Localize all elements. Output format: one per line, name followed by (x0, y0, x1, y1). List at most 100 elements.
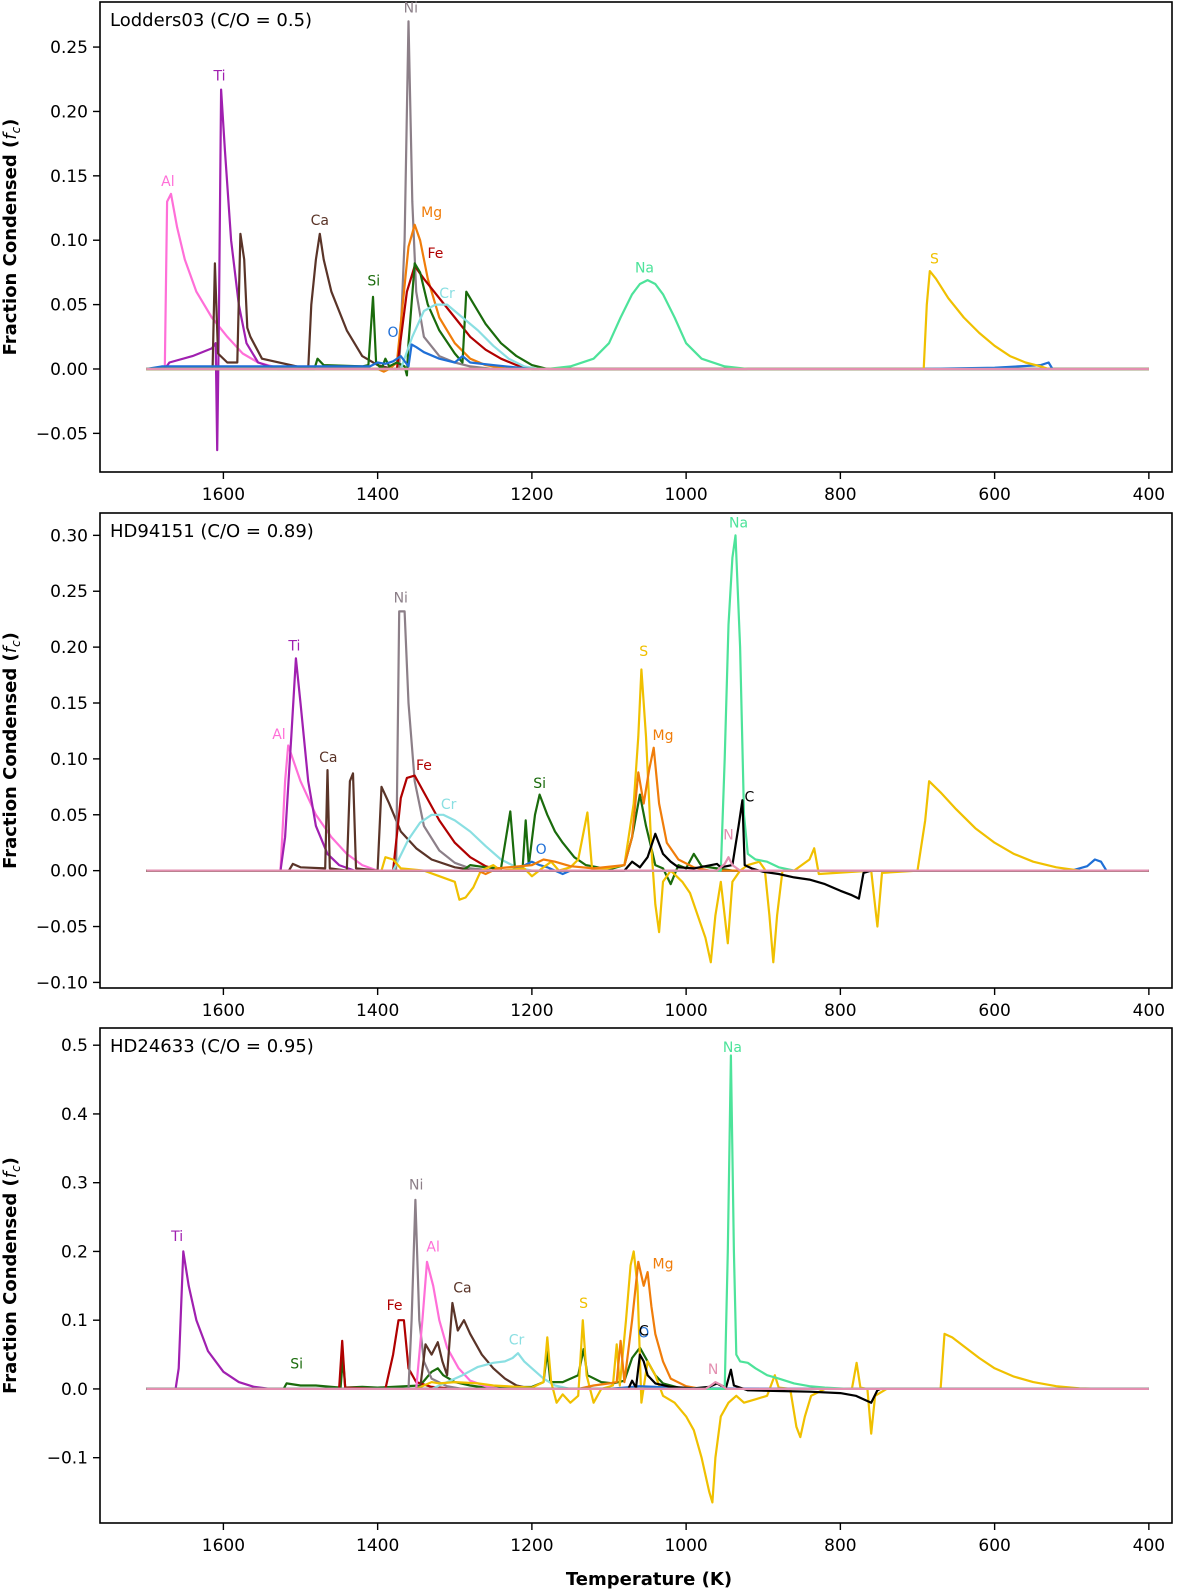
y-tick-label: 0.1 (61, 1311, 88, 1331)
series-line-na (146, 279, 1149, 371)
y-tick-label: 0.0 (61, 1380, 88, 1400)
panel-title: Lodders03 (C/O = 0.5) (110, 10, 312, 31)
series-line-s (146, 668, 1149, 964)
y-axis-label-sub: c (9, 126, 23, 133)
x-tick-label: 1000 (664, 485, 707, 505)
panel-3: 1600 1400 1200 1000 800 600 400 −0.1 0.0 0.1 0.2 0.… (0, 1027, 1173, 1556)
x-tick-label: 1200 (510, 485, 553, 505)
element-label-fe: Fe (387, 1298, 403, 1314)
series-line-mg (146, 1260, 1149, 1390)
series-line-s (146, 270, 1149, 371)
y-axis-label-sub: c (9, 1165, 23, 1172)
y-axis-label-var: f (0, 131, 21, 140)
series-line-fe (146, 264, 1149, 371)
element-label-ni: Ni (394, 590, 408, 606)
y-tick-label: 0.25 (50, 38, 88, 58)
y-tick-label: −0.05 (36, 424, 88, 444)
series-group (146, 1054, 1149, 1504)
x-tick-label: 600 (978, 485, 1010, 505)
x-tick-label: 400 (1133, 1001, 1165, 1021)
y-tick-label: 0.20 (50, 638, 88, 658)
series-line-ca (146, 232, 1149, 371)
x-tick-label: 800 (824, 1001, 856, 1021)
element-label-na: Na (729, 516, 748, 532)
chart-panels: 1600 1400 1200 1000 800 600 400 −0.05 0.00 0.05 0.… (0, 0, 1173, 1556)
series-line-ca (146, 769, 1149, 872)
element-label-cr: Cr (441, 797, 457, 813)
y-tick-label: 0.3 (61, 1174, 88, 1194)
series-line-ni (146, 20, 1149, 371)
y-axis-label-close: ) (0, 119, 21, 127)
element-label-mg: Mg (653, 1257, 674, 1273)
x-tick-label: 1400 (356, 485, 399, 505)
element-label-o: O (388, 325, 399, 341)
series-line-na (146, 1054, 1149, 1390)
element-label-si: Si (290, 1356, 303, 1372)
series-line-o (146, 343, 1149, 371)
x-tick-label: 1600 (202, 1536, 245, 1556)
element-label-na: Na (635, 260, 654, 276)
y-tick-label: 0.00 (50, 862, 88, 882)
y-axis-label-main: Fraction Condensed ( (0, 1178, 21, 1394)
panel-title: HD94151 (C/O = 0.89) (110, 521, 314, 542)
y-tick-label: 0.15 (50, 694, 88, 714)
plot-frame (99, 1, 1173, 473)
panel-title: HD24633 (C/O = 0.95) (110, 1036, 314, 1057)
element-label-ti: Ti (213, 69, 226, 85)
y-tick-label: 0.15 (50, 167, 88, 187)
x-tick-label: 1600 (202, 1001, 245, 1021)
x-tick-label: 1200 (510, 1001, 553, 1021)
element-label-n: N (723, 827, 733, 843)
element-label-n: N (708, 1362, 718, 1378)
series-line-ti (146, 657, 1149, 872)
series-line-c (146, 799, 1149, 900)
series-line-n (146, 856, 1149, 872)
element-label-cr: Cr (509, 1332, 525, 1348)
x-tick-label: 1400 (356, 1001, 399, 1021)
element-label-ca: Ca (453, 1281, 471, 1297)
y-axis-label: Fraction Condensed (fc) (0, 119, 23, 356)
y-tick-label: 0.05 (50, 806, 88, 826)
element-label-na: Na (723, 1040, 742, 1056)
series-line-na (146, 534, 1149, 872)
x-tick-label: 1000 (664, 1001, 707, 1021)
y-tick-label: −0.05 (36, 918, 88, 938)
y-axis-label-sub: c (9, 640, 23, 647)
y-axis-label-main: Fraction Condensed ( (0, 140, 21, 356)
element-label-o: O (638, 1325, 649, 1341)
element-label-fe: Fe (416, 758, 432, 774)
y-tick-label: 0.10 (50, 750, 88, 770)
panel-1: 1600 1400 1200 1000 800 600 400 −0.05 0.00 0.05 0.… (0, 0, 1173, 505)
plot-frame (99, 1027, 1173, 1524)
y-axis-label-close: ) (0, 632, 21, 640)
series-group (146, 534, 1149, 964)
series-line-cr (146, 303, 1149, 371)
element-label-c: C (744, 789, 754, 805)
x-tick-label: 1400 (356, 1536, 399, 1556)
element-label-cr: Cr (439, 286, 455, 302)
element-label-al: Al (272, 727, 285, 743)
element-label-al: Al (426, 1239, 439, 1255)
series-line-al (146, 1260, 1149, 1390)
element-label-o: O (536, 842, 547, 858)
series-line-n (146, 1381, 1149, 1390)
y-axis-label: Fraction Condensed (fc) (0, 632, 23, 869)
y-axis-label-close: ) (0, 1157, 21, 1165)
y-tick-label: −0.1 (47, 1449, 88, 1469)
y-tick-label: 0.2 (61, 1242, 88, 1262)
element-label-s: S (930, 251, 939, 267)
x-axis-label: Temperature (K) (566, 1569, 732, 1590)
element-label-ni: Ni (409, 1178, 423, 1194)
series-line-ca (146, 1301, 1149, 1390)
y-axis-label: Fraction Condensed (fc) (0, 1157, 23, 1394)
y-tick-label: 0.30 (50, 526, 88, 546)
y-tick-label: 0.25 (50, 582, 88, 602)
element-label-c: C (639, 1323, 649, 1339)
element-label-ni: Ni (404, 0, 418, 16)
x-tick-label: 600 (978, 1536, 1010, 1556)
series-line-ti (146, 1250, 1149, 1390)
y-axis-label-main: Fraction Condensed ( (0, 653, 21, 869)
series-group (146, 20, 1149, 452)
x-tick-label: 1200 (510, 1536, 553, 1556)
